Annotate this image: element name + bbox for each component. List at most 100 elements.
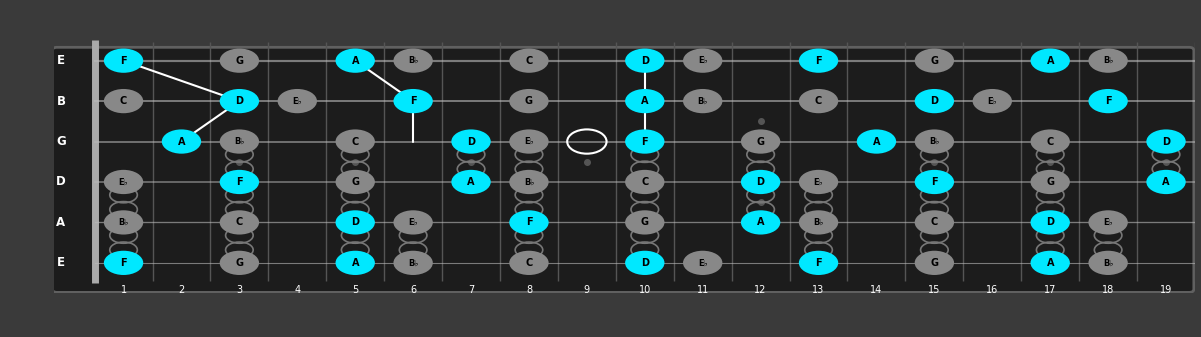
Text: B: B (56, 95, 66, 108)
Text: D: D (56, 176, 66, 188)
Text: D: D (757, 177, 765, 187)
Text: E♭: E♭ (293, 97, 303, 105)
Text: C: C (641, 177, 649, 187)
Text: E♭: E♭ (408, 218, 418, 227)
Ellipse shape (915, 210, 954, 235)
Text: 2: 2 (178, 285, 185, 295)
Ellipse shape (915, 129, 954, 154)
Text: C: C (235, 217, 243, 227)
Text: C: C (352, 136, 359, 147)
Text: 4: 4 (294, 285, 300, 295)
Text: E♭: E♭ (119, 178, 129, 186)
Text: F: F (815, 56, 821, 66)
Ellipse shape (799, 49, 838, 73)
Text: A: A (352, 258, 359, 268)
Text: A: A (1046, 56, 1054, 66)
Ellipse shape (1030, 170, 1070, 194)
Text: F: F (410, 96, 417, 106)
Text: D: D (641, 258, 649, 268)
Text: 18: 18 (1103, 285, 1115, 295)
Text: 8: 8 (526, 285, 532, 295)
Text: F: F (526, 217, 532, 227)
Text: D: D (351, 217, 359, 227)
Ellipse shape (509, 170, 549, 194)
Text: E: E (56, 54, 65, 67)
Text: G: G (351, 177, 359, 187)
Ellipse shape (1030, 49, 1070, 73)
Text: B♭: B♭ (930, 137, 939, 146)
Text: G: G (235, 56, 244, 66)
Text: C: C (1046, 136, 1053, 147)
Text: D: D (467, 136, 476, 147)
Ellipse shape (103, 251, 143, 275)
Text: 6: 6 (410, 285, 417, 295)
FancyBboxPatch shape (53, 47, 1194, 293)
Text: 13: 13 (812, 285, 825, 295)
Ellipse shape (625, 210, 664, 235)
Text: F: F (120, 56, 127, 66)
Ellipse shape (103, 49, 143, 73)
Ellipse shape (394, 89, 432, 113)
Text: E♭: E♭ (814, 178, 824, 186)
Text: A: A (467, 177, 474, 187)
Ellipse shape (915, 170, 954, 194)
Text: G: G (931, 56, 938, 66)
Text: E♭: E♭ (987, 97, 997, 105)
Ellipse shape (335, 210, 375, 235)
Ellipse shape (394, 210, 432, 235)
Text: G: G (757, 136, 765, 147)
Ellipse shape (103, 89, 143, 113)
Ellipse shape (741, 210, 781, 235)
Ellipse shape (1146, 170, 1185, 194)
Ellipse shape (220, 210, 259, 235)
Text: 5: 5 (352, 285, 358, 295)
Text: D: D (931, 96, 938, 106)
Ellipse shape (220, 170, 259, 194)
Text: B♭: B♭ (408, 56, 418, 65)
Text: C: C (525, 56, 532, 66)
Ellipse shape (335, 251, 375, 275)
Ellipse shape (856, 129, 896, 154)
Ellipse shape (1146, 129, 1185, 154)
Text: F: F (641, 136, 649, 147)
Text: F: F (1105, 96, 1111, 106)
Ellipse shape (799, 251, 838, 275)
Text: B♭: B♭ (698, 97, 707, 105)
Ellipse shape (741, 129, 781, 154)
Text: B♭: B♭ (1103, 258, 1113, 267)
Text: E: E (56, 256, 65, 269)
Ellipse shape (625, 129, 664, 154)
Text: F: F (815, 258, 821, 268)
Text: 12: 12 (754, 285, 766, 295)
Ellipse shape (1088, 89, 1128, 113)
Ellipse shape (915, 251, 954, 275)
Ellipse shape (452, 129, 491, 154)
Text: A: A (56, 216, 66, 229)
Text: F: F (120, 258, 127, 268)
Text: 14: 14 (871, 285, 883, 295)
Ellipse shape (394, 251, 432, 275)
Ellipse shape (683, 49, 722, 73)
Ellipse shape (162, 129, 201, 154)
Text: C: C (931, 217, 938, 227)
Text: A: A (641, 96, 649, 106)
Ellipse shape (625, 89, 664, 113)
Ellipse shape (1030, 129, 1070, 154)
Ellipse shape (741, 170, 781, 194)
Text: C: C (120, 96, 127, 106)
Text: C: C (815, 96, 823, 106)
Ellipse shape (220, 251, 259, 275)
Text: 16: 16 (986, 285, 998, 295)
Text: G: G (525, 96, 533, 106)
Ellipse shape (103, 170, 143, 194)
Text: B♭: B♭ (1103, 56, 1113, 65)
Ellipse shape (509, 210, 549, 235)
Ellipse shape (1030, 251, 1070, 275)
Text: C: C (525, 258, 532, 268)
Text: 11: 11 (697, 285, 709, 295)
Ellipse shape (220, 49, 259, 73)
Text: 15: 15 (928, 285, 940, 295)
Text: A: A (178, 136, 185, 147)
Text: 19: 19 (1160, 285, 1172, 295)
Ellipse shape (799, 210, 838, 235)
